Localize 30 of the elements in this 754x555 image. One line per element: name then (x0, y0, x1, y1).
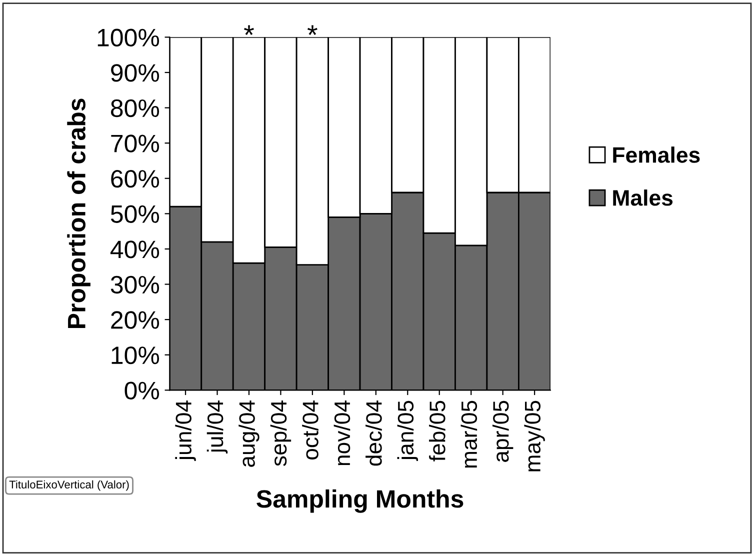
y-tick-label: 50% (110, 205, 160, 223)
x-tick-label: jan/05 (397, 400, 418, 461)
y-tick-label: 0% (124, 382, 160, 400)
x-tick-label: sep/04 (270, 400, 292, 466)
x-tick-label: nov/04 (334, 400, 350, 466)
y-axis-title: Proportion of crabs (67, 98, 90, 328)
x-tick-label: mar/05 (460, 400, 478, 468)
y-tick-label: 20% (111, 311, 160, 329)
legend-label: Females (613, 146, 700, 163)
annotation: * (307, 25, 318, 36)
x-tick-label: may/05 (524, 400, 545, 472)
y-tick-label: 90% (111, 64, 160, 82)
x-tick-label: dec/04 (366, 400, 382, 466)
x-tick-label: apr/05 (492, 400, 514, 462)
y-tick-label: 100% (98, 28, 160, 46)
x-tick-label: oct/04 (302, 400, 318, 460)
y-tick-label: 30% (110, 276, 160, 294)
y-tick-label: 10% (112, 346, 160, 364)
legend-label: Males (613, 189, 673, 206)
y-tick-label: 70% (111, 134, 160, 152)
x-tick-label: jul/04 (206, 400, 228, 454)
y-tick-label: 60% (111, 170, 160, 188)
x-tick-label: aug/04 (238, 400, 260, 467)
y-tick-label: 40% (110, 240, 160, 258)
x-tick-label: jun/04 (175, 400, 196, 461)
x-tick-label: feb/05 (429, 400, 446, 462)
y-tick-label: 80% (110, 99, 160, 118)
text: TituloEixoVertical (Valor) (9, 480, 129, 491)
annotation: * (244, 25, 254, 36)
x-axis-title: Sampling Months (256, 489, 464, 513)
